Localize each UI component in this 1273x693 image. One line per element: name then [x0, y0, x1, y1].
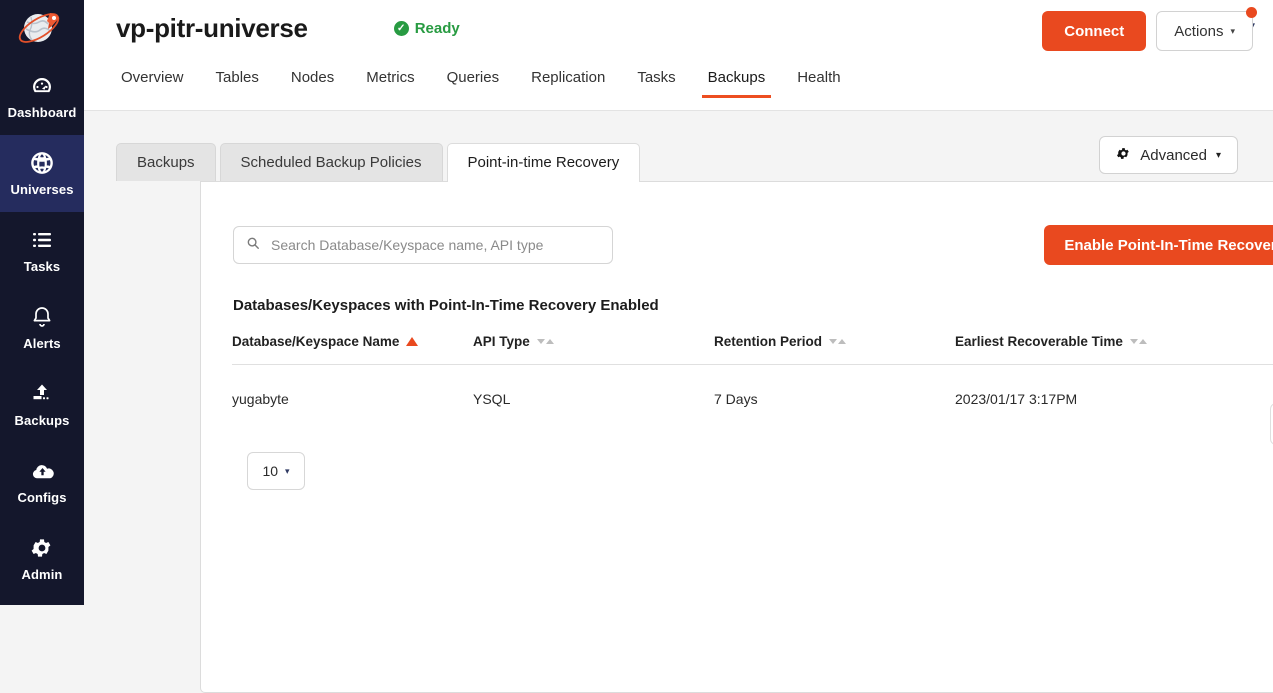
tab-replication[interactable]: Replication	[531, 69, 606, 86]
table-title: Databases/Keyspaces with Point-In-Time R…	[233, 297, 659, 314]
tab-tasks[interactable]: Tasks	[637, 69, 676, 86]
table-row[interactable]: yugabyte YSQL 7 Days 2023/01/17 3:17PM	[232, 365, 1273, 434]
advanced-button-label: Advanced	[1140, 146, 1207, 164]
sidebar-item-admin[interactable]: Admin	[0, 520, 84, 597]
header-actions: Connect Actions ▾	[1042, 7, 1257, 51]
connect-button[interactable]: Connect	[1042, 11, 1147, 51]
title-row: vp-pitr-universe ✓ Ready	[84, 0, 1273, 57]
upload-icon	[29, 381, 55, 407]
check-circle-icon: ✓	[393, 21, 409, 36]
cell-retention-period: 7 Days	[714, 391, 758, 407]
search-box[interactable]	[233, 226, 613, 264]
tab-tables[interactable]: Tables	[215, 69, 259, 86]
sidebar-item-universes[interactable]: Universes	[0, 135, 84, 212]
actions-button[interactable]: Actions ▾	[1156, 7, 1257, 51]
app-logo[interactable]	[0, 0, 84, 58]
sort-ascending-icon[interactable]	[406, 337, 419, 346]
table-header-row: Database/Keyspace Name API Type Retentio…	[232, 334, 1273, 365]
top-header: vp-pitr-universe ✓ Ready ▾ Overview Tabl…	[84, 0, 1273, 111]
sort-toggle-icon[interactable]	[829, 339, 847, 344]
gear-icon	[29, 535, 55, 561]
subtab-backups[interactable]: Backups	[116, 143, 216, 181]
backup-subtabs: Backups Scheduled Backup Policies Point-…	[116, 143, 644, 182]
page-size-select[interactable]: 10 ▾	[247, 452, 305, 490]
status-badge: ✓ Ready	[393, 20, 460, 37]
enable-pitr-button[interactable]: Enable Point-In-Time Recovery	[1044, 225, 1273, 265]
tab-queries[interactable]: Queries	[446, 69, 500, 86]
sidebar-item-backups[interactable]: Backups	[0, 366, 84, 443]
sidebar-item-label: Universes	[10, 182, 74, 197]
gear-icon	[1116, 146, 1131, 165]
tab-nodes[interactable]: Nodes	[290, 69, 335, 86]
cell-api-type: YSQL	[473, 391, 511, 407]
sort-toggle-icon[interactable]	[1129, 339, 1147, 344]
page-title: vp-pitr-universe	[116, 13, 308, 43]
sidebar-item-label: Backups	[14, 413, 70, 428]
column-header-api-type[interactable]: API Type	[473, 334, 714, 365]
cell-earliest-recoverable-time: 2023/01/17 3:17PM	[955, 391, 1078, 407]
sidebar-item-label: Admin	[21, 567, 63, 582]
pitr-table: Database/Keyspace Name API Type Retentio…	[232, 334, 1273, 433]
sidebar-item-tasks[interactable]: Tasks	[0, 212, 84, 289]
sort-toggle-icon[interactable]	[536, 339, 554, 344]
chevron-down-icon: ▾	[1215, 149, 1221, 161]
sidebar-item-alerts[interactable]: Alerts	[0, 289, 84, 366]
actions-button-label: Actions	[1174, 22, 1224, 40]
tab-backups[interactable]: Backups	[692, 69, 782, 98]
chevron-down-icon: ▾	[285, 465, 290, 476]
column-header-retention-period[interactable]: Retention Period	[714, 334, 955, 365]
tab-overview[interactable]: Overview	[121, 69, 184, 86]
column-header-name[interactable]: Database/Keyspace Name	[232, 334, 473, 365]
rocket-globe-logo-icon	[18, 13, 60, 43]
column-label: API Type	[473, 334, 530, 349]
cloud-upload-icon	[29, 458, 55, 484]
sidebar-item-configs[interactable]: Configs	[0, 443, 84, 520]
tab-health[interactable]: Health	[797, 69, 841, 86]
tab-metrics[interactable]: Metrics	[366, 69, 415, 86]
sidebar-item-label: Dashboard	[7, 105, 77, 120]
column-label: Database/Keyspace Name	[232, 334, 400, 349]
sidebar-item-label: Alerts	[23, 336, 61, 351]
subtab-point-in-time-recovery[interactable]: Point-in-time Recovery	[446, 143, 641, 182]
notification-dot	[1246, 7, 1257, 18]
sidebar: Dashboard Universes Tasks Alerts Backups…	[0, 0, 84, 605]
main-content: Backups Scheduled Backup Policies Point-…	[84, 111, 1273, 693]
sidebar-item-dashboard[interactable]: Dashboard	[0, 58, 84, 135]
status-label: Ready	[414, 20, 460, 37]
column-label: Retention Period	[714, 334, 823, 349]
search-icon	[246, 236, 260, 255]
column-label: Earliest Recoverable Time	[955, 334, 1123, 349]
search-input[interactable]	[269, 236, 600, 254]
sidebar-item-label: Tasks	[23, 259, 61, 274]
pitr-panel: Enable Point-In-Time Recovery Databases/…	[200, 181, 1273, 693]
chevron-down-icon: ▾	[1230, 25, 1235, 36]
column-header-earliest-recoverable-time[interactable]: Earliest Recoverable Time	[955, 334, 1273, 365]
universe-tabs: Overview Tables Nodes Metrics Queries Re…	[84, 57, 1273, 111]
list-icon	[29, 227, 55, 253]
bell-icon	[29, 304, 55, 330]
sidebar-item-label: Configs	[17, 490, 67, 505]
page-size-value: 10	[262, 463, 279, 479]
advanced-button[interactable]: Advanced ▾	[1099, 136, 1238, 174]
globe-icon	[29, 150, 55, 176]
cell-database-name: yugabyte	[232, 391, 289, 407]
gauge-icon	[29, 73, 55, 99]
subtab-scheduled-backup-policies[interactable]: Scheduled Backup Policies	[219, 143, 443, 181]
